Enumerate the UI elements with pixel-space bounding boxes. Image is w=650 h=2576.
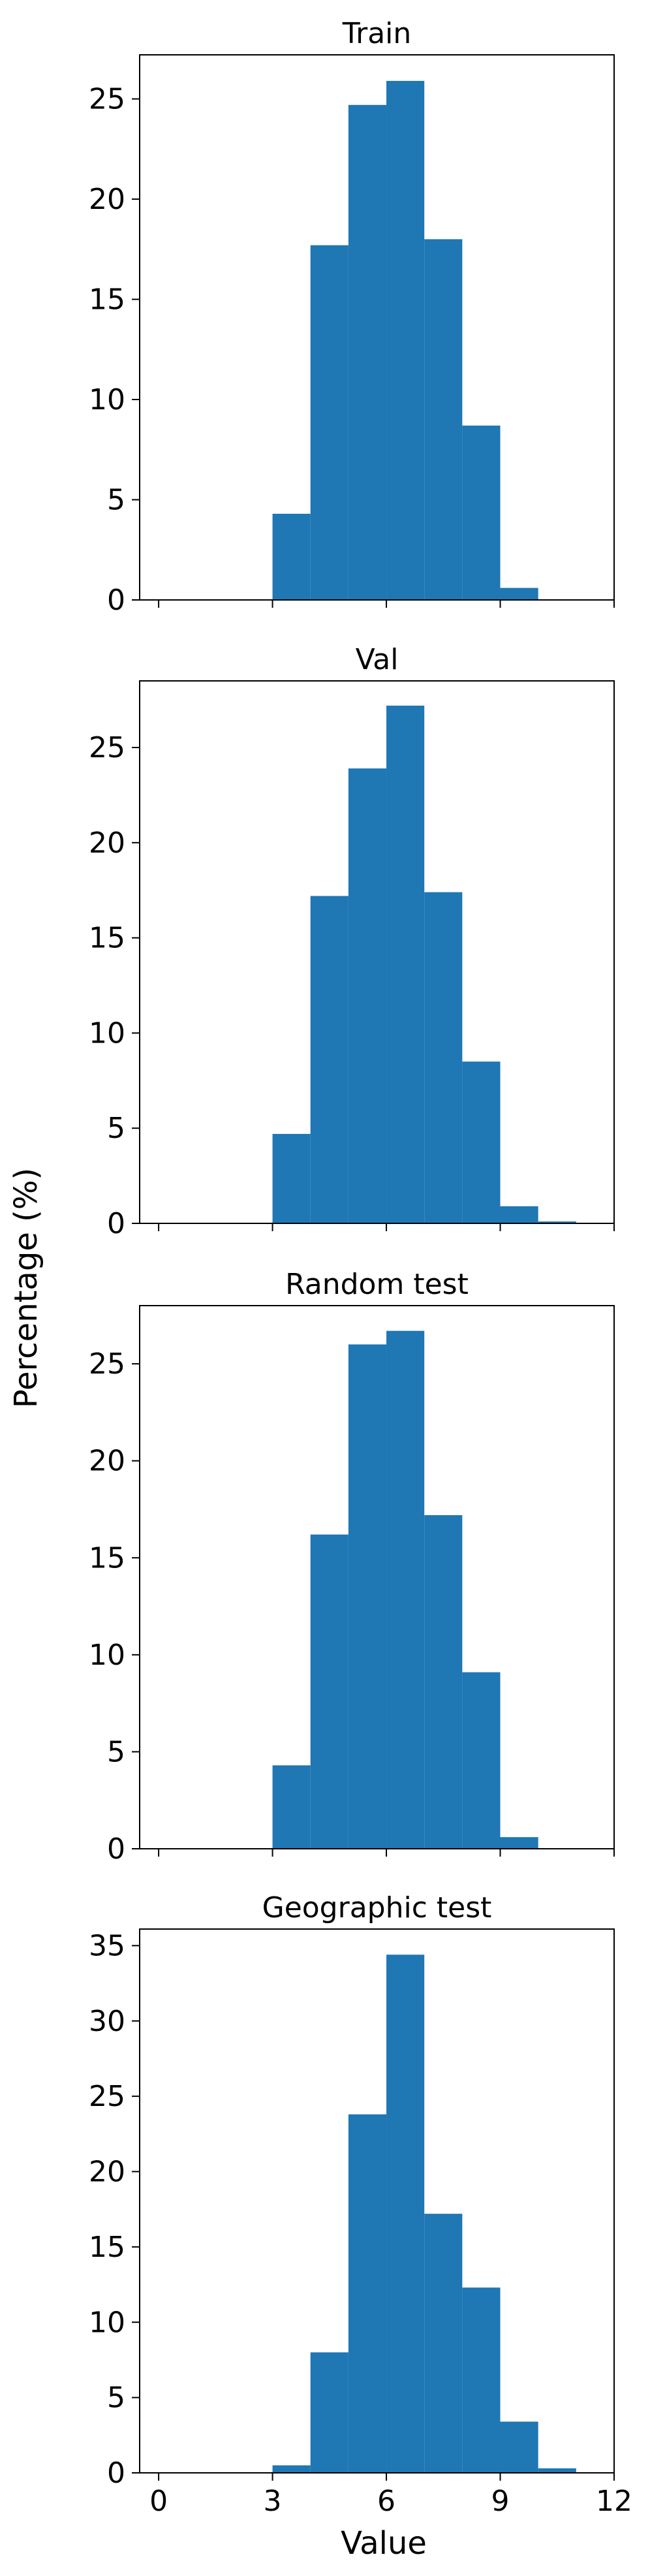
y-tick-label: 25 xyxy=(89,83,125,116)
panel-title: Geographic test xyxy=(262,1891,492,1924)
histogram-bar xyxy=(500,1206,538,1223)
histogram-bar xyxy=(310,245,348,601)
x-tick-label: 9 xyxy=(491,2485,510,2518)
x-tick-label: 12 xyxy=(596,2485,632,2518)
y-tick-label: 5 xyxy=(107,484,125,517)
panel-1: Train 0 5 10 15 20 25 xyxy=(89,17,615,617)
histogram-bar xyxy=(348,1344,387,1849)
y-tick-label: 20 xyxy=(89,1445,125,1478)
y-axis-label: Percentage (%) xyxy=(8,1168,44,1408)
plot-frame xyxy=(139,680,615,1224)
histogram-bar xyxy=(462,2287,501,2473)
histogram-bar xyxy=(348,2114,387,2473)
histogram-bar xyxy=(500,1837,538,1849)
y-tick-label: 10 xyxy=(89,383,125,416)
y-tick-label: 0 xyxy=(107,2457,125,2490)
histogram-bar xyxy=(500,2421,538,2473)
histogram-bar xyxy=(310,1534,348,1849)
histogram-bar xyxy=(272,2465,311,2473)
y-tick-label: 0 xyxy=(107,1207,125,1240)
x-tick-label: 0 xyxy=(149,2485,168,2518)
panel-title: Val xyxy=(356,643,399,676)
x-axis-label: Value xyxy=(341,2525,427,2562)
x-tick-label: 6 xyxy=(377,2485,395,2518)
histogram-bar xyxy=(500,588,538,600)
x-tick-label: 3 xyxy=(264,2485,282,2518)
histogram-bar xyxy=(424,2214,463,2473)
y-tick-label: 20 xyxy=(89,826,125,860)
y-tick-label: 15 xyxy=(89,922,125,955)
y-tick-label: 15 xyxy=(89,1541,125,1575)
histogram-bar xyxy=(462,425,501,600)
y-tick-label: 5 xyxy=(107,1735,125,1768)
panel-3: Random test 0 5 10 15 20 25 xyxy=(89,1268,615,1866)
y-tick-label: 5 xyxy=(107,1112,125,1145)
panel-title: Random test xyxy=(285,1268,469,1301)
y-tick-label: 10 xyxy=(89,1016,125,1050)
y-tick-label: 10 xyxy=(89,2306,125,2339)
histogram-bar xyxy=(310,2352,348,2473)
histogram-bar xyxy=(272,1133,311,1223)
histogram-bar xyxy=(462,1672,501,1849)
y-tick-label: 35 xyxy=(89,1929,125,1962)
histogram-bar xyxy=(462,1061,501,1223)
histogram-bar xyxy=(310,896,348,1223)
histogram-bar xyxy=(424,239,463,600)
y-tick-label: 10 xyxy=(89,1639,125,1672)
histogram-bar xyxy=(424,892,463,1223)
y-tick-label: 15 xyxy=(89,2231,125,2264)
y-tick-label: 0 xyxy=(107,1832,125,1866)
y-tick-label: 5 xyxy=(107,2381,125,2415)
y-tick-label: 0 xyxy=(107,584,125,617)
y-tick-label: 25 xyxy=(89,731,125,764)
histogram-bar xyxy=(386,1330,425,1849)
panel-title: Train xyxy=(342,17,412,50)
histogram-bar xyxy=(386,1955,425,2473)
panel-4: Geographic test 0 5 10 15 20 25 30 35 0 3 6 9 12 xyxy=(89,1891,632,2518)
plot-frame xyxy=(139,54,615,601)
histogram-bar xyxy=(538,1221,576,1223)
panel-2: Val 0 5 10 15 20 25 xyxy=(89,643,615,1240)
histogram-bar xyxy=(348,768,387,1223)
histogram-bar xyxy=(538,2468,576,2473)
y-tick-label: 20 xyxy=(89,183,125,216)
histogram-bar xyxy=(424,1515,463,1849)
histogram-bar xyxy=(272,513,311,600)
y-tick-label: 30 xyxy=(89,2005,125,2038)
y-tick-label: 25 xyxy=(89,1347,125,1381)
panels-group: Train 0 5 10 15 20 25 Val 0 5 10 15 20 25 Random test 0… xyxy=(89,17,632,2518)
histogram-bar xyxy=(272,1765,311,1849)
y-tick-label: 15 xyxy=(89,283,125,317)
plot-frame xyxy=(139,1305,615,1849)
histogram-bar xyxy=(348,104,387,600)
histogram-bar xyxy=(386,80,425,601)
histogram-bar xyxy=(386,705,425,1223)
y-tick-label: 20 xyxy=(89,2156,125,2189)
y-tick-label: 25 xyxy=(89,2080,125,2113)
plot-frame xyxy=(139,1928,615,2474)
